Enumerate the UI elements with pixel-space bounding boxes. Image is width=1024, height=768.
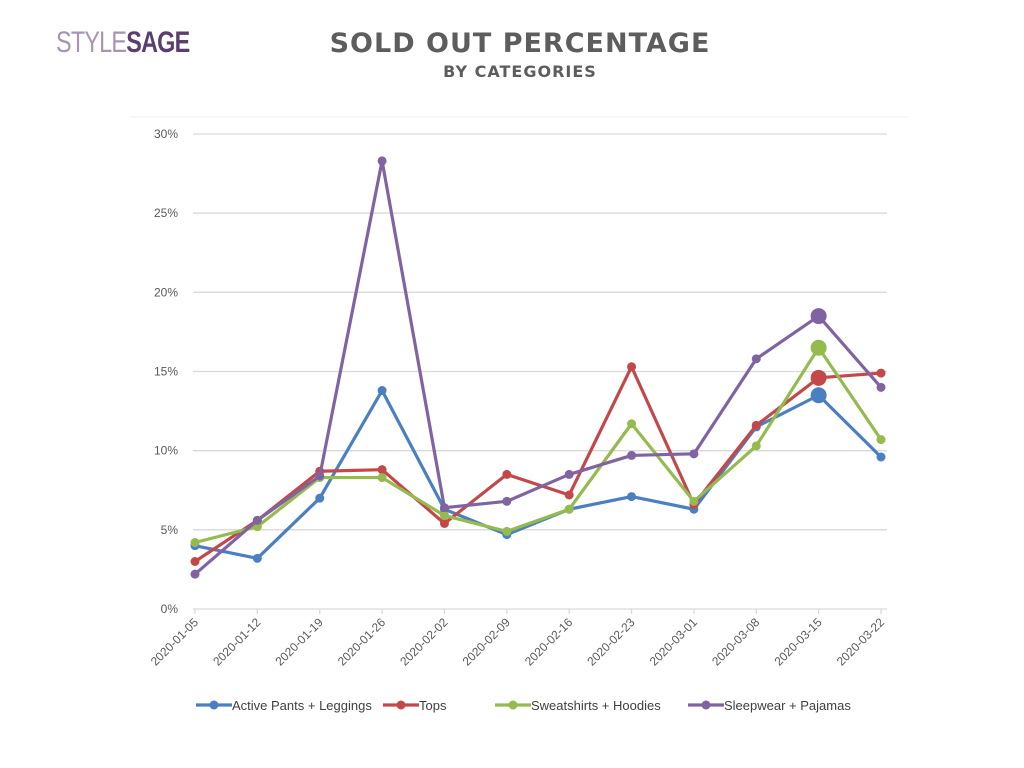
data-point [876,452,886,462]
y-tick-label: 0% [161,602,179,616]
gridlines [193,133,887,610]
data-point [377,465,387,475]
data-point [564,490,574,500]
data-point [627,419,637,429]
data-point [751,354,761,364]
data-point [876,435,886,445]
data-point [190,538,200,547]
data-point [315,471,325,481]
data-point [810,308,827,325]
x-tick-label: 2020-03-22 [834,615,888,669]
data-point [502,526,512,536]
data-point [751,441,761,451]
data-point [190,569,200,579]
data-point [810,387,827,404]
series-tops [190,362,886,566]
x-axis: 2020-01-05 2020-01-12 2020-01-19 2020-01-26… [148,609,888,669]
legend-label: Sleepwear + Pajamas [724,698,851,713]
data-point [876,382,886,392]
y-tick-label: 15% [154,365,178,379]
y-tick-label: 10% [154,444,178,458]
legend-label: Sweatshirts + Hoodies [531,698,661,713]
series-sleepwear-pajamas [190,156,886,579]
data-point [751,420,761,430]
data-point [377,386,387,395]
data-point [689,496,699,506]
series-line [194,346,883,545]
data-point [439,511,449,521]
legend-item: Active Pants + Leggings [196,698,372,713]
data-point [810,369,827,386]
data-point [627,450,637,460]
data-point [252,553,262,563]
data-point [315,493,325,503]
legend-item: Sleepwear + Pajamas [688,698,851,713]
x-tick-label: 2020-03-08 [709,615,763,669]
data-point [627,492,637,502]
series-group [190,156,886,579]
data-point [190,557,200,566]
data-point [252,522,262,532]
x-tick-label: 2020-03-15 [771,615,825,669]
data-point [377,473,387,483]
legend-marker-icon [508,700,518,710]
legend-label: Tops [419,698,447,713]
x-tick-label: 2020-03-01 [647,615,701,669]
legend-marker-icon [396,700,406,710]
legend-marker-icon [209,700,219,710]
data-point [689,449,699,459]
series-active-pants-leggings [190,386,886,563]
data-point [439,519,449,528]
legend-item: Tops [383,698,447,713]
x-tick-label: 2020-01-26 [335,615,389,669]
chart-subtitle: BY CATEGORIES [443,62,597,81]
y-tick-label: 25% [154,206,178,220]
data-point [377,156,387,166]
stylesage-logo: STYLESAGE [56,26,190,60]
series-line [193,159,883,576]
y-tick-label: 20% [154,285,178,299]
x-tick-label: 2020-02-23 [584,615,638,669]
series-line [194,365,882,563]
data-point [564,504,574,514]
data-point [502,496,512,506]
x-tick-label: 2020-01-19 [273,615,327,669]
legend-marker-icon [701,700,711,710]
x-tick-label: 2020-01-12 [210,615,264,669]
x-tick-label: 2020-02-09 [460,615,514,669]
data-point [502,469,512,479]
data-point [810,339,827,356]
logo-part-style: STYLE [56,26,127,59]
data-point [564,469,574,479]
chart-title: SOLD OUT PERCENTAGE [329,28,711,59]
y-axis: 0% 5% 10% 15% 20% 25% 30% [154,127,178,616]
y-tick-label: 5% [161,523,179,537]
data-point [439,503,449,513]
data-point [627,362,637,372]
x-tick-label: 2020-02-16 [522,615,576,669]
y-tick-label: 30% [154,127,178,141]
data-point [876,368,886,378]
legend: Active Pants + Leggings Tops Sweatshirts +… [196,698,851,713]
series-sweatshirts-hoodies [190,339,886,547]
logo-part-sage: SAGE [126,26,190,59]
data-point [252,515,262,525]
series-line [194,388,883,560]
legend-item: Sweatshirts + Hoodies [495,698,661,713]
x-tick-label: 2020-01-05 [148,615,202,669]
legend-label: Active Pants + Leggings [232,698,372,713]
x-tick-label: 2020-02-02 [397,615,451,669]
